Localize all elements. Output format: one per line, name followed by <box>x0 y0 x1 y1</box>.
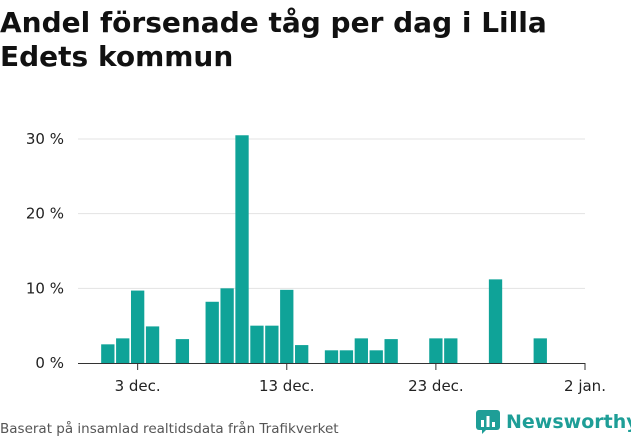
bar <box>220 288 234 363</box>
bar <box>145 326 160 363</box>
x-axis: 3 dec. 13 dec. 23 dec. 2 jan. <box>115 363 606 395</box>
bar <box>369 350 383 363</box>
x-tick-label: 2 jan. <box>564 377 606 395</box>
x-tick-label: 3 dec. <box>115 377 161 395</box>
bar <box>280 289 294 363</box>
bar <box>130 290 145 363</box>
bar <box>295 345 309 363</box>
chart-title: Andel försenade tåg per dag i Lilla Edet… <box>0 6 547 73</box>
bar <box>429 338 443 363</box>
newsworthy-logo-icon <box>476 410 500 434</box>
bar <box>116 338 130 363</box>
bar <box>354 338 368 363</box>
bar <box>235 135 249 363</box>
y-tick-label: 20 % <box>26 205 64 223</box>
grid-lines <box>78 138 585 289</box>
bar <box>444 338 458 363</box>
bar <box>250 325 264 363</box>
bar <box>265 325 279 363</box>
brand-logo[interactable]: Newsworthy <box>476 410 631 434</box>
y-axis: 0 % 10 % 20 % 30 % <box>26 130 64 372</box>
bar <box>384 339 398 363</box>
bar <box>533 338 547 363</box>
y-tick-label: 10 % <box>26 279 64 297</box>
y-tick-label: 30 % <box>26 130 64 148</box>
y-tick-label: 0 % <box>35 354 64 372</box>
x-tick-label: 23 dec. <box>408 377 464 395</box>
bar <box>101 344 115 363</box>
bar <box>488 279 503 363</box>
bar <box>324 350 339 363</box>
bar <box>175 339 190 363</box>
source-note: Baserat på insamlad realtidsdata från Tr… <box>0 421 339 437</box>
brand-name: Newsworthy <box>506 411 631 433</box>
x-tick-label: 13 dec. <box>259 377 315 395</box>
bars <box>101 135 547 363</box>
bar <box>339 350 354 363</box>
bar <box>205 301 219 363</box>
